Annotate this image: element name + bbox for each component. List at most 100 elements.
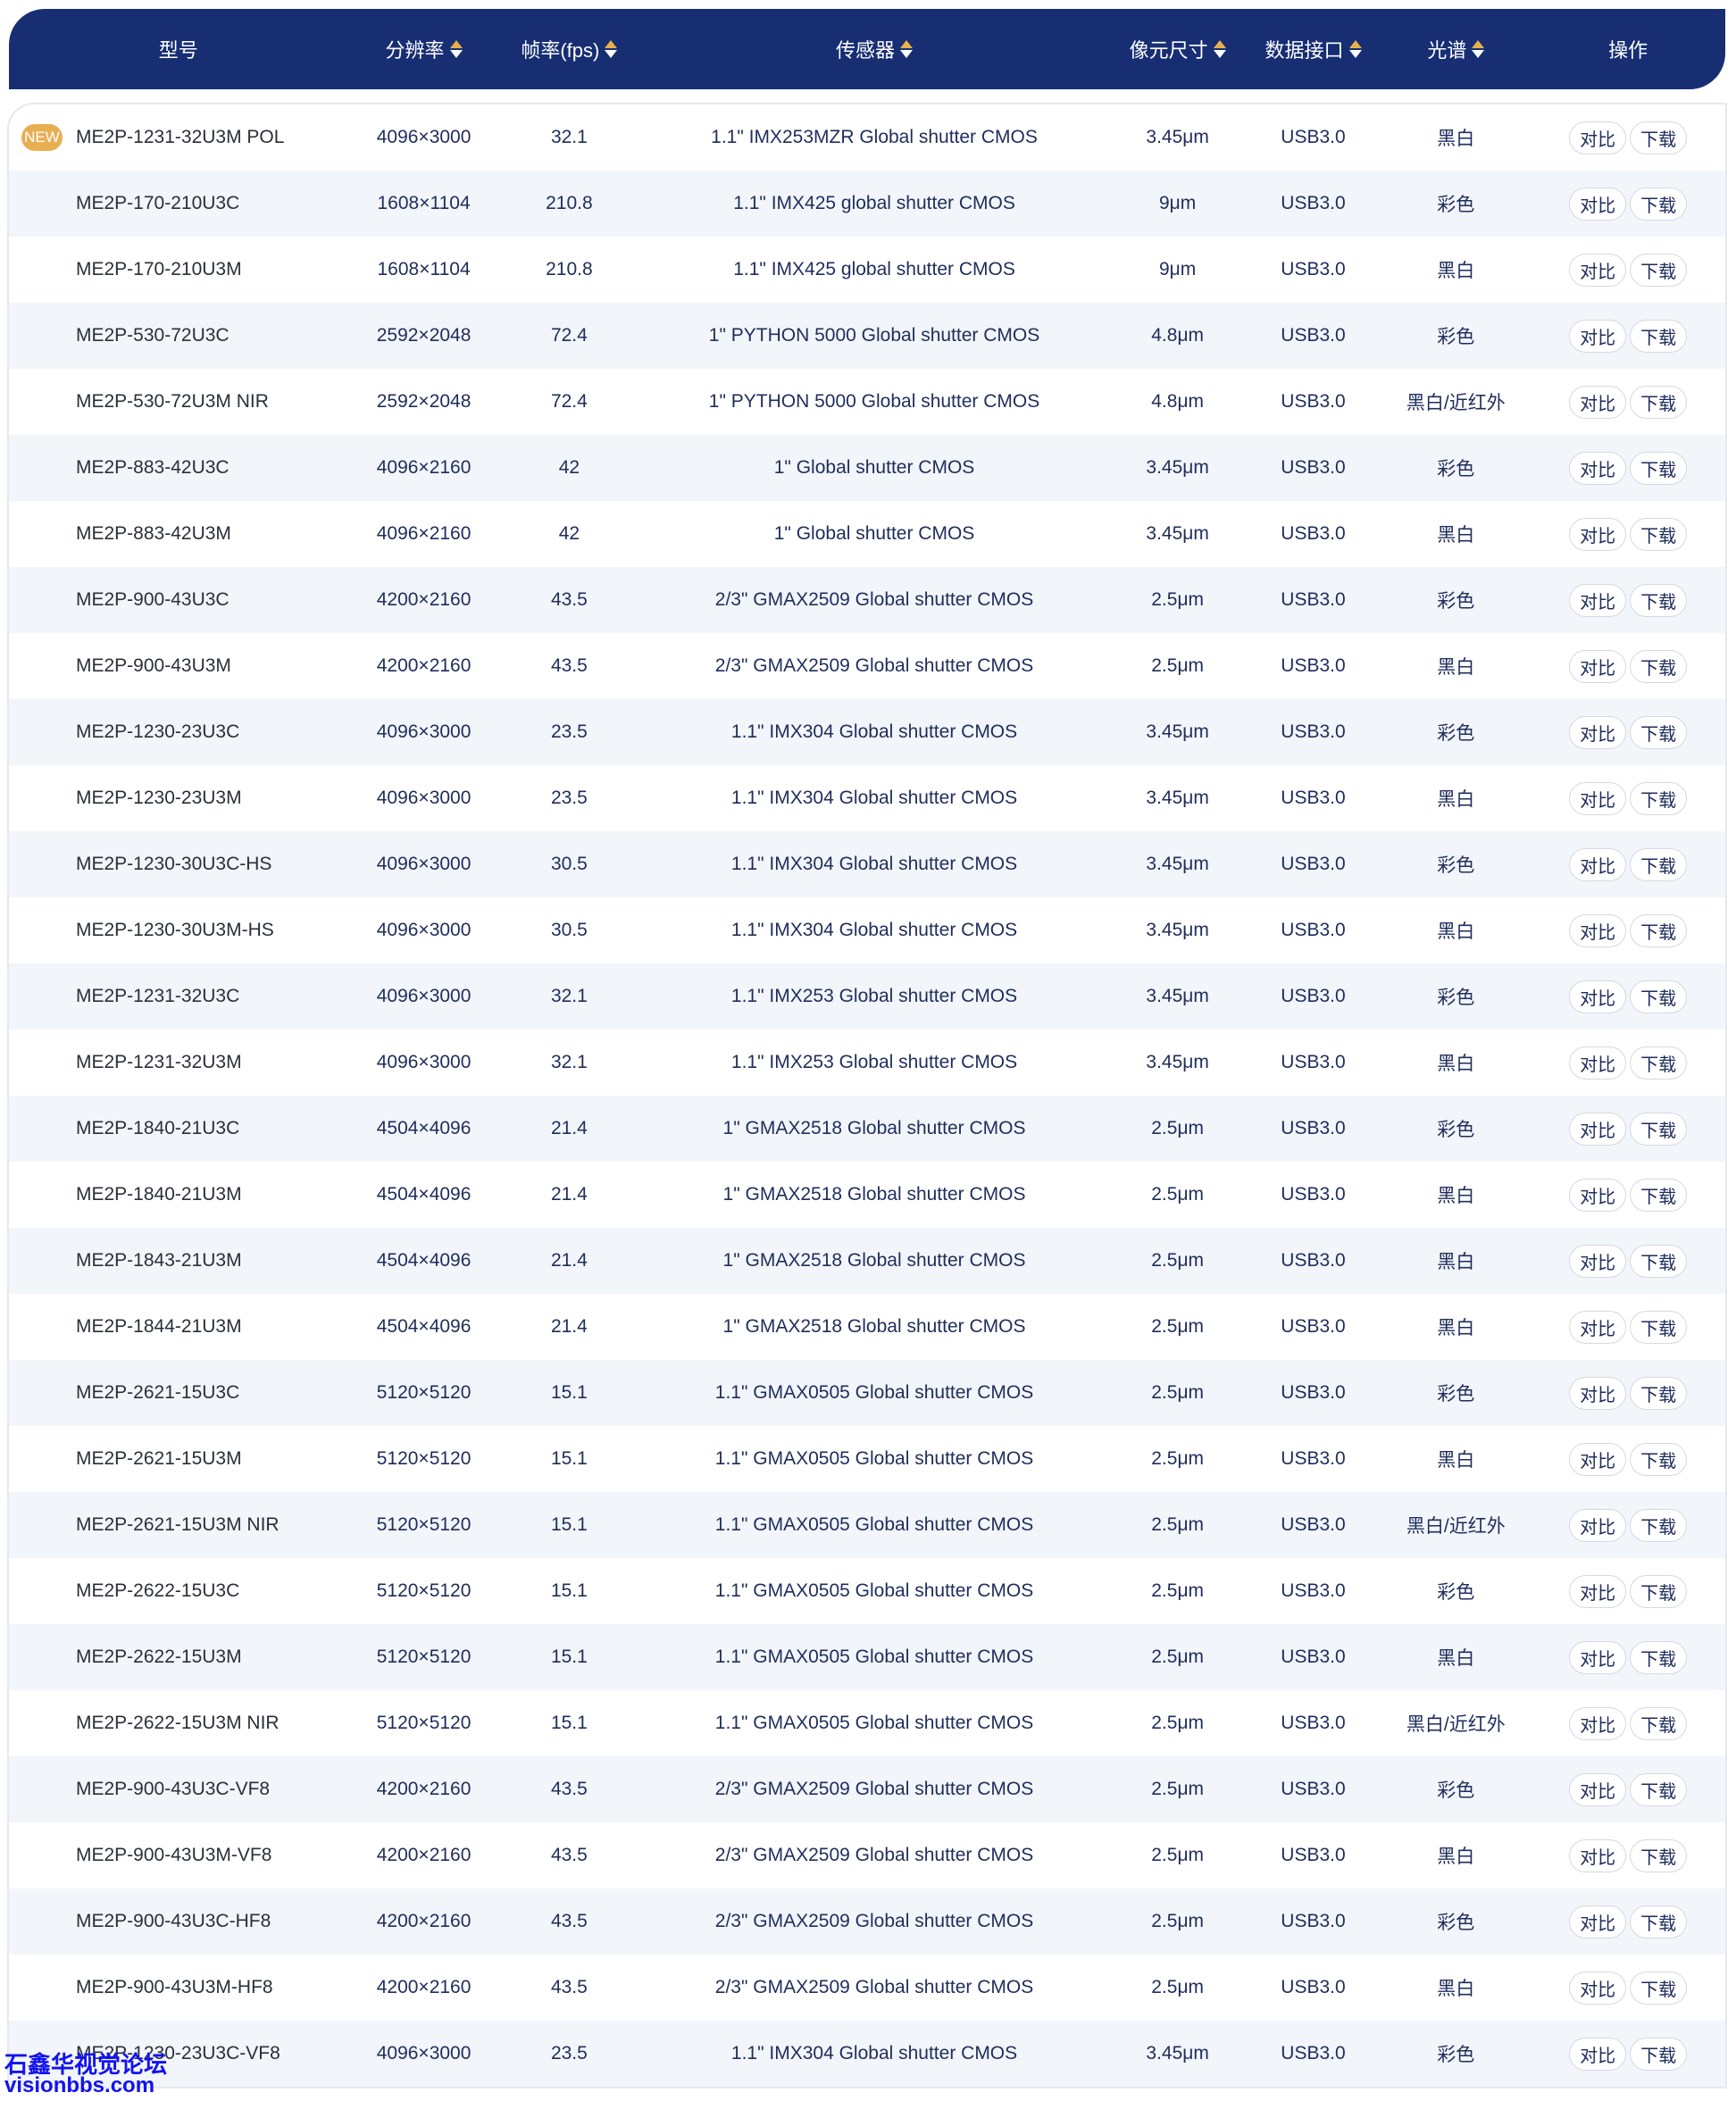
model-text[interactable]: ME2P-900-43U3C <box>76 589 230 610</box>
sort-up-icon[interactable] <box>1472 40 1485 48</box>
download-button[interactable]: 下载 <box>1630 253 1688 287</box>
compare-button[interactable]: 对比 <box>1569 1971 1627 2005</box>
header-sensor[interactable]: 传感器 <box>638 9 1109 89</box>
download-button[interactable]: 下载 <box>1630 1112 1688 1146</box>
model-text[interactable]: ME2P-2621-15U3C <box>76 1382 240 1403</box>
header-fps[interactable]: 帧率(fps) <box>499 9 638 89</box>
model-text[interactable]: ME2P-1843-21U3M <box>76 1250 242 1271</box>
download-button[interactable]: 下载 <box>1630 1838 1688 1872</box>
model-text[interactable]: ME2P-900-43U3M <box>76 655 231 676</box>
download-button[interactable]: 下载 <box>1630 1442 1688 1476</box>
download-button[interactable]: 下载 <box>1630 1046 1688 1080</box>
model-text[interactable]: ME2P-530-72U3M NIR <box>76 391 269 412</box>
compare-button[interactable]: 对比 <box>1569 1376 1627 1410</box>
model-text[interactable]: ME2P-883-42U3C <box>76 457 230 478</box>
sort-icon[interactable] <box>605 40 618 58</box>
download-button[interactable]: 下载 <box>1630 781 1688 815</box>
compare-button[interactable]: 对比 <box>1569 1706 1627 1740</box>
model-text[interactable]: ME2P-1840-21U3C <box>76 1118 240 1138</box>
sort-up-icon[interactable] <box>449 40 463 48</box>
download-button[interactable]: 下载 <box>1630 187 1688 221</box>
sort-icon[interactable] <box>449 40 463 58</box>
compare-button[interactable]: 对比 <box>1569 1244 1627 1278</box>
compare-button[interactable]: 对比 <box>1569 1640 1627 1674</box>
compare-button[interactable]: 对比 <box>1569 1046 1627 1080</box>
model-text[interactable]: ME2P-530-72U3C <box>76 325 230 346</box>
model-text[interactable]: ME2P-1230-30U3C-HS <box>76 854 272 874</box>
download-button[interactable]: 下载 <box>1630 980 1688 1013</box>
model-text[interactable]: ME2P-1231-32U3M POL <box>76 127 285 147</box>
download-button[interactable]: 下载 <box>1630 451 1688 485</box>
sort-down-icon[interactable] <box>1213 50 1226 58</box>
download-button[interactable]: 下载 <box>1630 319 1688 353</box>
compare-button[interactable]: 对比 <box>1569 1772 1627 1806</box>
compare-button[interactable]: 对比 <box>1569 1178 1627 1212</box>
compare-button[interactable]: 对比 <box>1569 319 1627 353</box>
model-text[interactable]: ME2P-2622-15U3M <box>76 1647 242 1667</box>
model-text[interactable]: ME2P-1840-21U3M <box>76 1184 242 1205</box>
download-button[interactable]: 下载 <box>1630 1905 1688 1938</box>
sort-down-icon[interactable] <box>605 50 618 58</box>
compare-button[interactable]: 对比 <box>1569 1310 1627 1344</box>
sort-up-icon[interactable] <box>605 40 618 48</box>
compare-button[interactable]: 对比 <box>1569 980 1627 1013</box>
download-button[interactable]: 下载 <box>1630 1376 1688 1410</box>
model-text[interactable]: ME2P-900-43U3M-HF8 <box>76 1977 273 1997</box>
model-text[interactable]: ME2P-883-42U3M <box>76 523 231 544</box>
model-text[interactable]: ME2P-900-43U3C-HF8 <box>76 1911 271 1931</box>
header-pixel-size[interactable]: 像元尺寸 <box>1110 9 1246 89</box>
sort-icon[interactable] <box>1348 40 1362 58</box>
sort-icon[interactable] <box>1213 40 1226 58</box>
compare-button[interactable]: 对比 <box>1569 517 1627 551</box>
model-text[interactable]: ME2P-1231-32U3C <box>76 986 240 1006</box>
header-interface[interactable]: 数据接口 <box>1246 9 1381 89</box>
compare-button[interactable]: 对比 <box>1569 2037 1627 2071</box>
download-button[interactable]: 下载 <box>1630 583 1688 617</box>
model-text[interactable]: ME2P-1230-23U3C <box>76 721 240 742</box>
compare-button[interactable]: 对比 <box>1569 913 1627 947</box>
download-button[interactable]: 下载 <box>1630 715 1688 749</box>
compare-button[interactable]: 对比 <box>1569 385 1627 419</box>
compare-button[interactable]: 对比 <box>1569 253 1627 287</box>
compare-button[interactable]: 对比 <box>1569 847 1627 881</box>
sort-icon[interactable] <box>900 40 914 58</box>
model-text[interactable]: ME2P-900-43U3M-VF8 <box>76 1845 272 1865</box>
model-text[interactable]: ME2P-170-210U3M <box>76 259 242 279</box>
header-resolution[interactable]: 分辨率 <box>348 9 500 89</box>
download-button[interactable]: 下载 <box>1630 1244 1688 1278</box>
compare-button[interactable]: 对比 <box>1569 1838 1627 1872</box>
header-spectrum[interactable]: 光谱 <box>1381 9 1531 89</box>
sort-down-icon[interactable] <box>1472 50 1485 58</box>
download-button[interactable]: 下载 <box>1630 1508 1688 1542</box>
download-button[interactable]: 下载 <box>1630 649 1688 683</box>
compare-button[interactable]: 对比 <box>1569 1112 1627 1146</box>
sort-down-icon[interactable] <box>900 50 914 58</box>
download-button[interactable]: 下载 <box>1630 121 1688 154</box>
model-text[interactable]: ME2P-2621-15U3M <box>76 1448 242 1469</box>
download-button[interactable]: 下载 <box>1630 1178 1688 1212</box>
sort-down-icon[interactable] <box>449 50 463 58</box>
sort-up-icon[interactable] <box>1213 40 1226 48</box>
download-button[interactable]: 下载 <box>1630 517 1688 551</box>
compare-button[interactable]: 对比 <box>1569 1442 1627 1476</box>
download-button[interactable]: 下载 <box>1630 385 1688 419</box>
model-text[interactable]: ME2P-1230-23U3M <box>76 788 242 808</box>
compare-button[interactable]: 对比 <box>1569 1508 1627 1542</box>
model-text[interactable]: ME2P-1231-32U3M <box>76 1052 242 1072</box>
compare-button[interactable]: 对比 <box>1569 781 1627 815</box>
sort-icon[interactable] <box>1472 40 1485 58</box>
model-text[interactable]: ME2P-900-43U3C-VF8 <box>76 1779 271 1799</box>
model-text[interactable]: ME2P-170-210U3C <box>76 193 240 213</box>
model-text[interactable]: ME2P-1844-21U3M <box>76 1316 242 1337</box>
download-button[interactable]: 下载 <box>1630 1772 1688 1806</box>
download-button[interactable]: 下载 <box>1630 847 1688 881</box>
compare-button[interactable]: 对比 <box>1569 649 1627 683</box>
compare-button[interactable]: 对比 <box>1569 583 1627 617</box>
download-button[interactable]: 下载 <box>1630 1574 1688 1608</box>
compare-button[interactable]: 对比 <box>1569 121 1627 154</box>
model-text[interactable]: ME2P-2622-15U3M NIR <box>76 1713 280 1733</box>
download-button[interactable]: 下载 <box>1630 1310 1688 1344</box>
compare-button[interactable]: 对比 <box>1569 187 1627 221</box>
model-text[interactable]: ME2P-1230-23U3C-VF8 <box>76 2043 280 2063</box>
compare-button[interactable]: 对比 <box>1569 451 1627 485</box>
